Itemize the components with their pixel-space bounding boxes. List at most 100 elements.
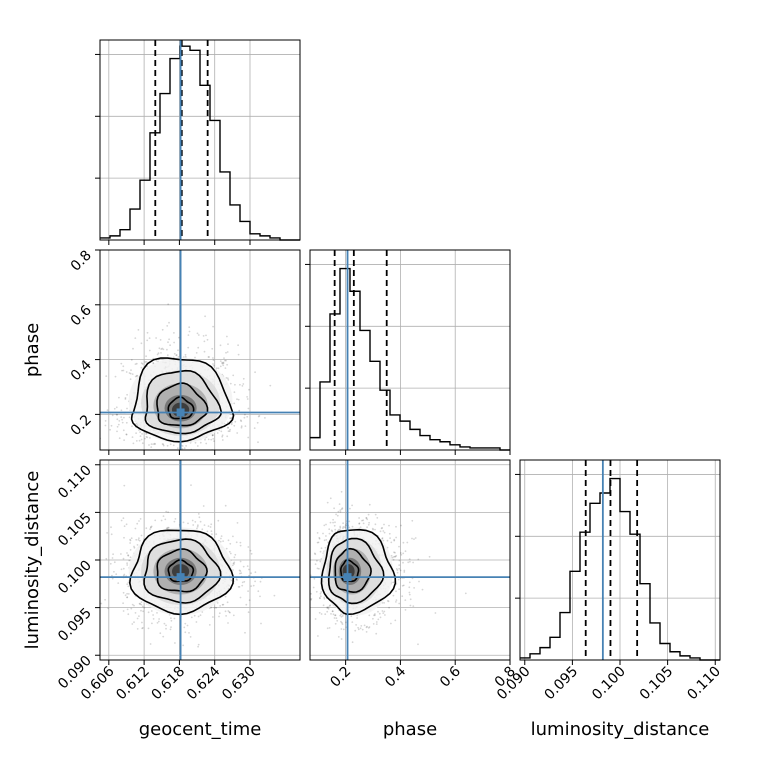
sample-point (393, 538, 396, 541)
sample-point (395, 601, 397, 603)
sample-point (312, 586, 315, 589)
sample-point (115, 413, 118, 416)
sample-point (408, 591, 411, 594)
sample-point (350, 615, 353, 618)
sample-point (257, 441, 259, 444)
sample-point (329, 521, 332, 524)
sample-point (194, 356, 196, 359)
sample-point (257, 590, 260, 593)
sample-point (106, 409, 109, 412)
sample-point (336, 514, 339, 517)
sample-point (167, 526, 169, 529)
sample-point (408, 558, 411, 560)
sample-point (165, 624, 167, 627)
sample-point (165, 451, 167, 453)
sample-point (130, 537, 133, 540)
sample-point (117, 582, 120, 584)
sample-point (177, 356, 180, 358)
sample-point (326, 607, 329, 609)
sample-point (166, 348, 168, 351)
sample-point (237, 586, 240, 588)
sample-point (116, 425, 119, 428)
sample-point (157, 620, 160, 623)
sample-point (147, 611, 150, 614)
sample-point (127, 581, 130, 584)
sample-point (215, 367, 218, 370)
sample-point (329, 604, 332, 607)
sample-point (314, 563, 317, 566)
sample-point (182, 644, 185, 647)
sample-point (241, 584, 244, 587)
sample-point (310, 597, 313, 600)
sample-point (136, 544, 139, 546)
truth-marker (176, 573, 185, 582)
sample-point (116, 418, 119, 421)
sample-point (398, 567, 401, 570)
sample-point (146, 436, 149, 439)
sample-point (206, 530, 209, 533)
sample-point (148, 337, 151, 339)
sample-point (132, 347, 134, 350)
sample-point (203, 524, 206, 526)
sample-point (246, 565, 249, 567)
sample-point (383, 531, 386, 534)
sample-point (212, 364, 215, 367)
sample-point (366, 526, 368, 529)
sample-point (163, 622, 166, 625)
contour-line (143, 538, 222, 604)
sample-point (230, 423, 233, 426)
sample-point (413, 538, 415, 540)
sample-point (129, 556, 132, 559)
sample-point (110, 533, 113, 536)
sample-point (248, 599, 251, 602)
sample-point (333, 617, 336, 619)
sample-point (238, 569, 241, 572)
sample-point (248, 568, 250, 571)
sample-point (226, 435, 229, 438)
sample-point (388, 532, 391, 535)
sample-point (395, 599, 398, 601)
sample-point (170, 617, 172, 619)
sample-point (129, 538, 132, 541)
sample-point (157, 352, 160, 355)
sample-point (165, 510, 168, 513)
sample-point (239, 596, 242, 599)
sample-point (340, 490, 343, 493)
sample-point (322, 532, 324, 535)
sample-point (212, 438, 215, 440)
sample-point (131, 603, 134, 606)
sample-point (259, 580, 262, 583)
sample-point (337, 510, 340, 513)
sample-point (408, 581, 411, 584)
sample-point (339, 509, 342, 511)
sample-point (254, 580, 256, 583)
sample-point (256, 421, 259, 424)
sample-point (383, 610, 386, 613)
sample-point (210, 438, 213, 441)
sample-point (331, 610, 334, 613)
sample-point (129, 372, 132, 375)
scatter-panel-phase-vs-luminosity-distance (309, 459, 511, 665)
sample-point (351, 525, 354, 528)
sample-point (227, 430, 230, 433)
sample-point (133, 604, 135, 607)
sample-point (126, 562, 128, 565)
sample-point (377, 610, 379, 613)
sample-point (112, 553, 114, 556)
sample-point (264, 417, 266, 419)
sample-point (341, 621, 343, 624)
sample-point (140, 366, 143, 369)
sample-point (98, 403, 100, 405)
sample-point (212, 616, 214, 618)
sample-point (358, 522, 361, 525)
panel-content (73, 250, 300, 453)
sample-point (247, 590, 250, 592)
sample-point (73, 406, 75, 408)
sample-point (368, 614, 371, 617)
sample-point (127, 554, 130, 557)
sample-point (332, 613, 335, 616)
sample-point (400, 553, 403, 556)
sample-point (393, 551, 395, 554)
sample-point (375, 632, 378, 635)
sample-point (167, 511, 170, 513)
